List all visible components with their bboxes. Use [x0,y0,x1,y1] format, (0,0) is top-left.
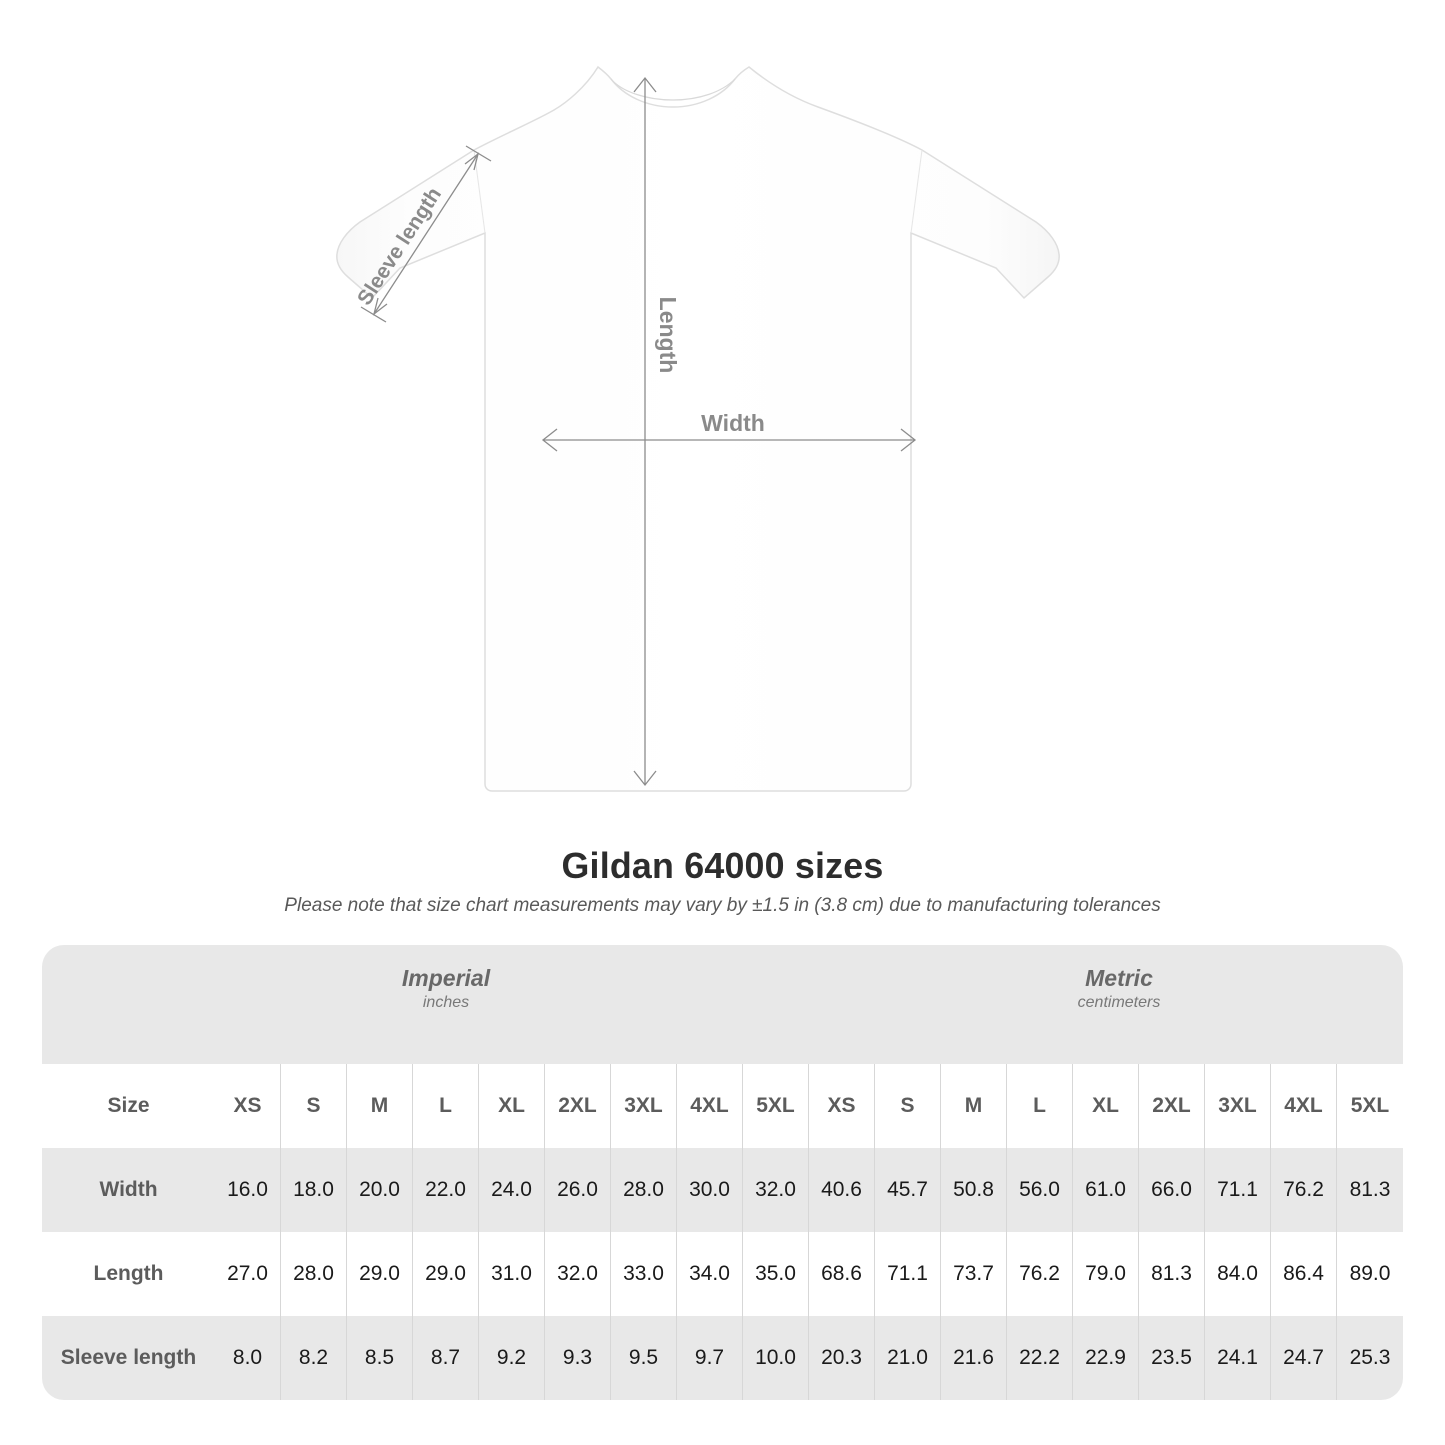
svg-text:Width: Width [701,410,765,436]
svg-text:Length: Length [655,297,681,374]
